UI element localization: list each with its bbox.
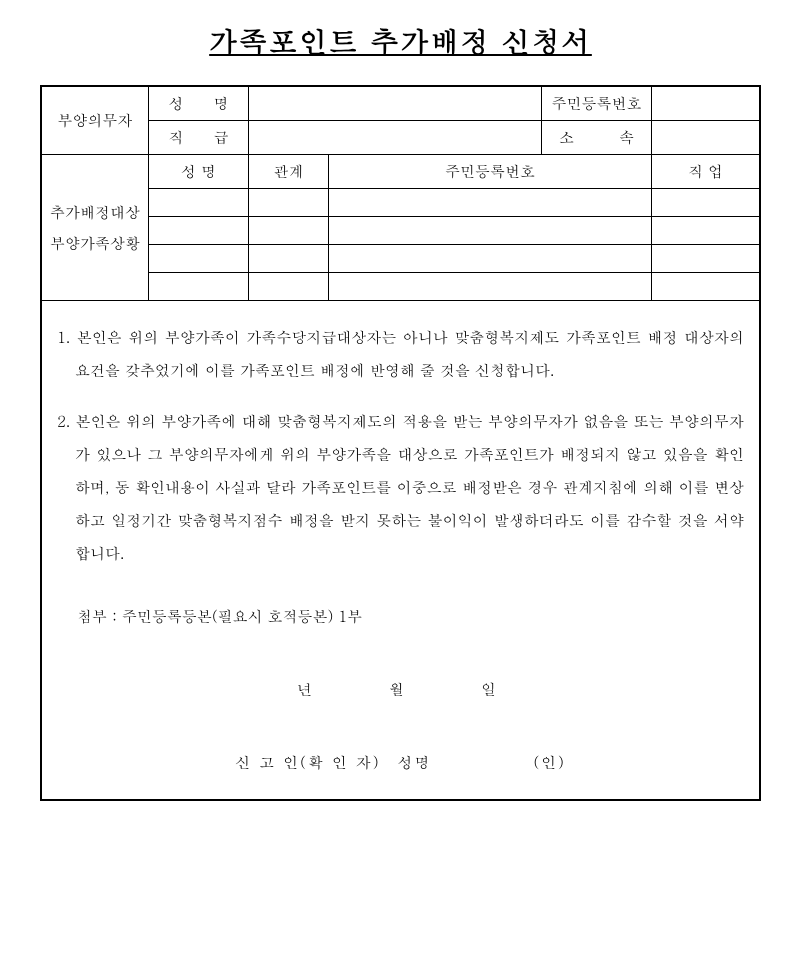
family-name-cell[interactable] (149, 217, 249, 245)
applicant-name-label: 성 명 (149, 86, 249, 121)
applicant-section-label: 부양의무자 (41, 86, 149, 155)
applicant-dept-label: 소 속 (542, 121, 652, 155)
date-line: 년 월 일 (57, 673, 744, 706)
family-col-name: 성 명 (149, 155, 249, 189)
family-job-cell[interactable] (652, 273, 760, 301)
applicant-name-value[interactable] (249, 86, 542, 121)
family-relation-cell[interactable] (249, 273, 329, 301)
family-row (41, 217, 760, 245)
applicant-rrn-label: 주민등록번호 (542, 86, 652, 121)
document-title: 가족포인트 추가배정 신청서 (40, 20, 761, 60)
application-form-table: 부양의무자 성 명 주민등록번호 직 급 소 속 추가배정대상 부양가족상황 성… (40, 85, 761, 801)
family-section-label: 추가배정대상 부양가족상황 (41, 155, 149, 301)
family-rrn-cell[interactable] (329, 245, 652, 273)
family-rrn-cell[interactable] (329, 189, 652, 217)
family-col-job: 직 업 (652, 155, 760, 189)
paragraph-2: 2. 본인은 위의 부양가족에 대해 맞춤형복지제도의 적용을 받는 부양의무자… (57, 405, 744, 570)
family-section-label-line1: 추가배정대상 (50, 202, 140, 223)
family-relation-cell[interactable] (249, 245, 329, 273)
family-section-label-line2: 부양가족상황 (50, 233, 140, 254)
family-col-relation: 관계 (249, 155, 329, 189)
family-rrn-cell[interactable] (329, 217, 652, 245)
family-row (41, 189, 760, 217)
family-relation-cell[interactable] (249, 189, 329, 217)
family-name-cell[interactable] (149, 245, 249, 273)
family-relation-cell[interactable] (249, 217, 329, 245)
applicant-dept-value[interactable] (652, 121, 760, 155)
family-job-cell[interactable] (652, 217, 760, 245)
family-job-cell[interactable] (652, 189, 760, 217)
signature-line: 신 고 인(확 인 자) 성명 (인) (57, 746, 744, 779)
family-row (41, 273, 760, 301)
family-name-cell[interactable] (149, 189, 249, 217)
paragraph-1: 1. 본인은 위의 부양가족이 가족수당지급대상자는 아니나 맞춤형복지제도 가… (57, 321, 744, 387)
body-section: 1. 본인은 위의 부양가족이 가족수당지급대상자는 아니나 맞춤형복지제도 가… (42, 301, 759, 799)
family-name-cell[interactable] (149, 273, 249, 301)
attachment-line: 첨부 : 주민등록등본(필요시 호적등본) 1부 (57, 600, 744, 633)
family-row (41, 245, 760, 273)
family-job-cell[interactable] (652, 245, 760, 273)
applicant-rank-label: 직 급 (149, 121, 249, 155)
family-rrn-cell[interactable] (329, 273, 652, 301)
applicant-rank-value[interactable] (249, 121, 542, 155)
applicant-rrn-value[interactable] (652, 86, 760, 121)
family-col-rrn: 주민등록번호 (329, 155, 652, 189)
